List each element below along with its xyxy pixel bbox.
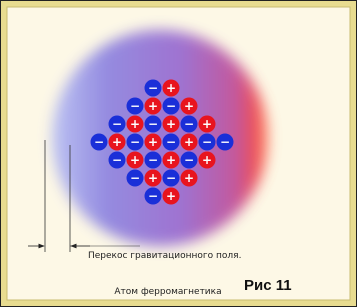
charge-sign: + [130, 153, 140, 167]
charge-sign: − [112, 153, 122, 167]
charge-sign: + [184, 135, 194, 149]
charge-sign: + [148, 135, 158, 149]
charge-sign: − [130, 99, 140, 113]
charge-sign: − [148, 189, 158, 203]
charge-sign: − [112, 117, 122, 131]
charge-sign: + [166, 117, 176, 131]
charge-sign: − [130, 135, 140, 149]
charge-sign: − [166, 99, 176, 113]
charge-sign: − [184, 117, 194, 131]
charge-sign: + [148, 171, 158, 185]
charge-sign: − [130, 171, 140, 185]
charge-sign: + [202, 117, 212, 131]
charge-sign: + [148, 99, 158, 113]
charge-sign: − [94, 135, 104, 149]
charge-sign: − [148, 81, 158, 95]
charge-sign: + [184, 171, 194, 185]
charge-sign: + [166, 153, 176, 167]
charge-sign: − [220, 135, 230, 149]
charge-sign: − [184, 153, 194, 167]
charge-sign: + [130, 117, 140, 131]
charge-sign: + [166, 189, 176, 203]
charge-sign: + [112, 135, 122, 149]
caption: Атом ферромагнетика [114, 287, 221, 297]
charge-sign: + [166, 81, 176, 95]
charge-sign: − [166, 135, 176, 149]
charge-sign: − [148, 153, 158, 167]
charge-sign: + [184, 99, 194, 113]
figure-label: Рис 11 [244, 277, 292, 294]
charge-sign: + [202, 153, 212, 167]
charge-sign: − [148, 117, 158, 131]
skew-label: Перекос гравитационного поля. [88, 251, 241, 261]
diagram: −+−+−+−+−+−+−+−+−+−−−+−+−+−+−+−+ Перекос… [0, 0, 357, 307]
charge-sign: − [202, 135, 212, 149]
charge-sign: − [166, 171, 176, 185]
